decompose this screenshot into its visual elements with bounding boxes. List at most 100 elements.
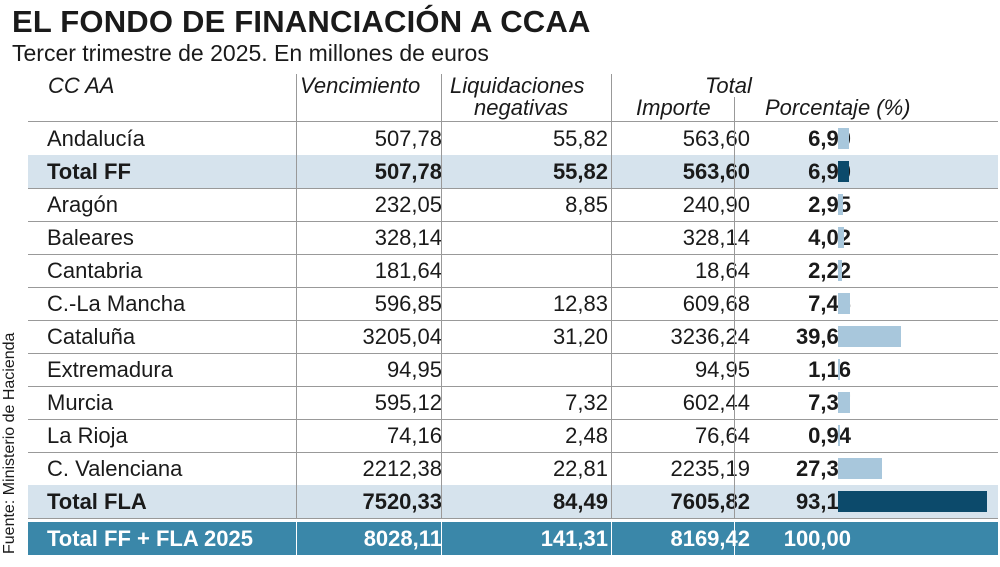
table-row: C.-La Mancha 596,85 12,83 609,68 7,46 xyxy=(28,287,998,320)
vencimiento-cell: 507,78 xyxy=(374,159,442,184)
importe-cell: 609,68 xyxy=(682,291,750,316)
vencimiento-cell: 2212,38 xyxy=(362,456,442,481)
column-divider xyxy=(296,386,297,419)
table-row: Andalucía 507,78 55,82 563,60 6,90 xyxy=(28,122,998,155)
liquidaciones-cell: 12,83 xyxy=(552,291,608,316)
column-divider xyxy=(441,485,442,518)
column-divider xyxy=(734,386,735,419)
row-separator xyxy=(28,353,998,354)
importe-cell: 7605,82 xyxy=(670,489,750,514)
porcentaje-cell: 0,94 xyxy=(808,423,851,448)
column-divider xyxy=(441,254,442,287)
liquidaciones-cell: 55,82 xyxy=(552,159,608,184)
column-divider xyxy=(611,353,612,386)
vencimiento-cell: 232,05 xyxy=(374,192,442,217)
vencimiento-cell: 507,78 xyxy=(374,126,442,151)
header-total: Total xyxy=(705,73,752,98)
ccaa-cell: Total FLA xyxy=(47,489,147,514)
column-divider xyxy=(611,522,612,555)
porcentaje-cell: 2,22 xyxy=(808,258,851,283)
vencimiento-cell: 596,85 xyxy=(374,291,442,316)
column-divider xyxy=(734,221,735,254)
percentage-bar xyxy=(838,161,850,182)
column-divider xyxy=(611,254,612,287)
column-divider xyxy=(611,485,612,518)
chart-title: EL FONDO DE FINANCIACIÓN A CCAA xyxy=(12,4,591,39)
column-divider xyxy=(296,419,297,452)
column-divider xyxy=(611,221,612,254)
column-divider xyxy=(611,74,612,122)
ccaa-cell: C. Valenciana xyxy=(47,456,183,481)
vencimiento-cell: 74,16 xyxy=(386,423,442,448)
ccaa-cell: Total FF + FLA 2025 xyxy=(47,526,253,551)
table-row: Cataluña 3205,04 31,20 3236,24 39,61 xyxy=(28,320,998,353)
column-divider xyxy=(734,254,735,287)
row-separator xyxy=(28,386,998,387)
column-divider xyxy=(296,74,297,122)
percentage-bar xyxy=(838,491,987,512)
column-divider xyxy=(611,155,612,188)
table-row: La Rioja 74,16 2,48 76,64 0,94 xyxy=(28,419,998,452)
liquidaciones-cell: 22,81 xyxy=(552,456,608,481)
column-divider xyxy=(734,97,735,122)
chart-subtitle: Tercer trimestre de 2025. En millones de… xyxy=(12,40,489,66)
percentage-bar xyxy=(838,227,845,248)
column-divider xyxy=(441,386,442,419)
ccaa-cell: Cataluña xyxy=(47,324,136,349)
vencimiento-cell: 328,14 xyxy=(374,225,442,250)
column-divider xyxy=(441,122,442,155)
grand-total-row: Total FF + FLA 2025 8028,11 141,31 8169,42 1… xyxy=(28,522,998,555)
liquidaciones-cell: 8,85 xyxy=(565,192,608,217)
column-divider xyxy=(296,320,297,353)
table-row: Baleares 328,14 328,14 4,02 xyxy=(28,221,998,254)
ccaa-cell: Cantabria xyxy=(47,258,143,283)
column-divider xyxy=(441,221,442,254)
column-divider xyxy=(734,320,735,353)
column-divider xyxy=(441,452,442,485)
table-row: Murcia 595,12 7,32 602,44 7,37 xyxy=(28,386,998,419)
subtotal-row: Total FF 507,78 55,82 563,60 6,90 xyxy=(28,155,998,188)
column-divider xyxy=(611,452,612,485)
percentage-bar xyxy=(838,260,842,281)
ccaa-cell: Baleares xyxy=(47,225,134,250)
row-separator xyxy=(28,518,998,519)
ccaa-cell: Total FF xyxy=(47,159,131,184)
vencimiento-cell: 8028,11 xyxy=(363,526,442,551)
liquidaciones-cell: 141,31 xyxy=(540,526,608,551)
percentage-bar xyxy=(838,359,840,380)
row-separator xyxy=(28,254,998,255)
vencimiento-cell: 595,12 xyxy=(374,390,442,415)
importe-cell: 3236,24 xyxy=(670,324,750,349)
header-vencimiento: Vencimiento xyxy=(300,73,421,98)
porcentaje-cell: 4,02 xyxy=(808,225,851,250)
importe-cell: 8169,42 xyxy=(670,526,750,551)
importe-cell: 2235,19 xyxy=(670,456,750,481)
column-divider xyxy=(441,353,442,386)
liquidaciones-cell: 55,82 xyxy=(552,126,608,151)
porcentaje-cell: 100,00 xyxy=(783,526,851,551)
subtotal-row: Total FLA 7520,33 84,49 7605,82 93,10 xyxy=(28,485,998,518)
importe-cell: 602,44 xyxy=(682,390,750,415)
percentage-bar xyxy=(838,458,882,479)
column-divider xyxy=(296,287,297,320)
table-row: C. Valenciana 2212,38 22,81 2235,19 27,36 xyxy=(28,452,998,485)
source-note: Fuente: Ministerio de Hacienda xyxy=(1,332,18,554)
column-divider xyxy=(611,188,612,221)
row-separator xyxy=(28,287,998,288)
header-porcentaje: Porcentaje (%) xyxy=(765,95,911,120)
ccaa-cell: C.-La Mancha xyxy=(47,291,186,316)
importe-cell: 328,14 xyxy=(682,225,750,250)
column-divider xyxy=(734,522,735,555)
ccaa-cell: Andalucía xyxy=(47,126,145,151)
header-liquidaciones-line1: Liquidaciones xyxy=(450,73,585,98)
column-divider xyxy=(441,419,442,452)
liquidaciones-cell: 7,32 xyxy=(565,390,608,415)
column-divider xyxy=(734,122,735,155)
column-divider xyxy=(441,522,442,555)
percentage-bar xyxy=(838,326,902,347)
column-divider xyxy=(296,522,297,555)
column-divider xyxy=(734,188,735,221)
percentage-bar xyxy=(838,392,850,413)
table-row: Aragón 232,05 8,85 240,90 2,95 xyxy=(28,188,998,221)
column-divider xyxy=(296,254,297,287)
